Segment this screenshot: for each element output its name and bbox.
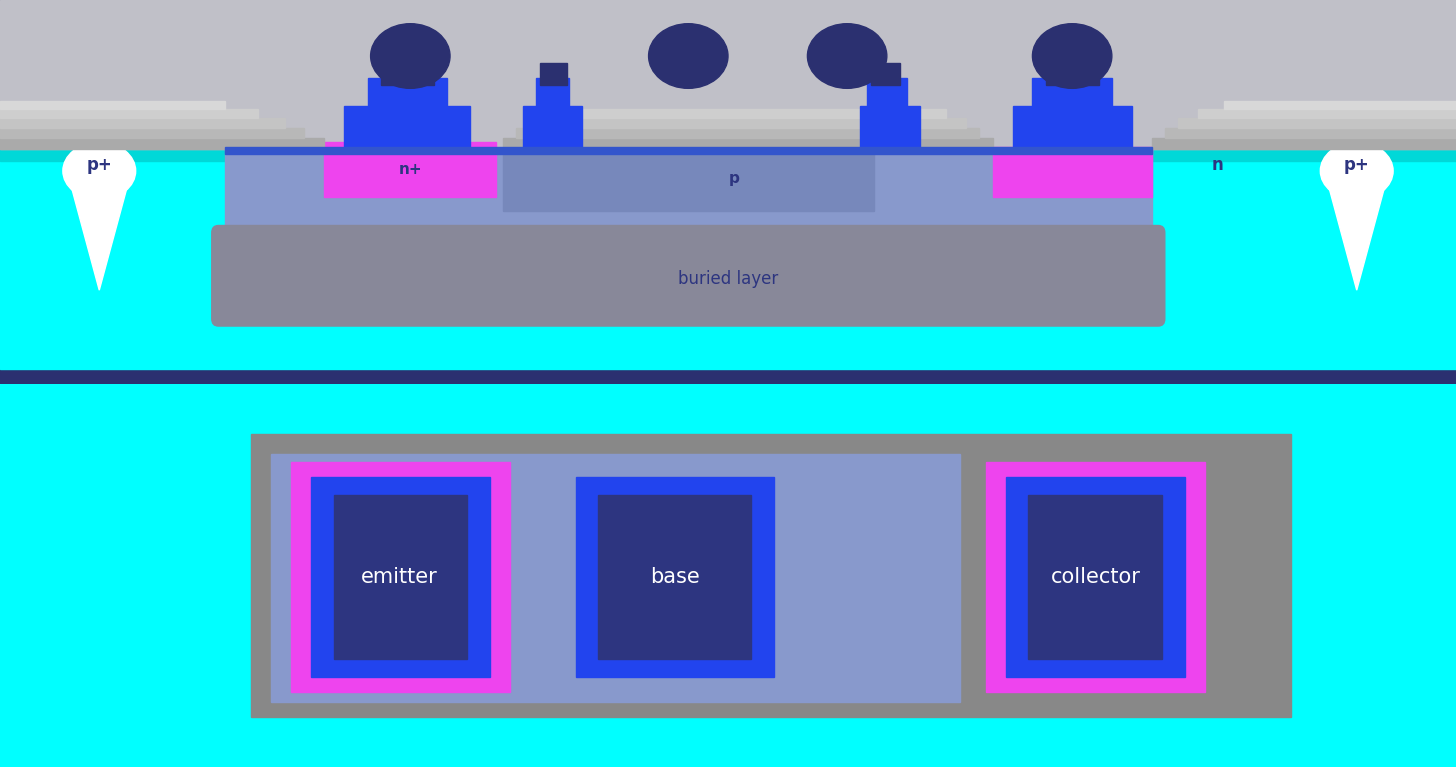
Bar bbox=[530, 118, 967, 128]
Bar bbox=[0, 128, 304, 138]
Bar bbox=[540, 63, 566, 84]
Text: n+: n+ bbox=[399, 162, 422, 177]
Bar bbox=[381, 56, 434, 84]
Bar bbox=[598, 495, 750, 659]
Bar bbox=[517, 128, 980, 138]
Ellipse shape bbox=[63, 142, 135, 199]
Ellipse shape bbox=[371, 24, 450, 88]
Bar bbox=[1028, 495, 1162, 659]
Bar bbox=[325, 142, 496, 197]
Bar bbox=[226, 146, 1152, 153]
Ellipse shape bbox=[1032, 24, 1112, 88]
Bar bbox=[502, 140, 874, 211]
Bar bbox=[291, 462, 510, 692]
Bar bbox=[0, 100, 226, 109]
Text: p: p bbox=[729, 170, 740, 186]
Text: base: base bbox=[651, 567, 700, 587]
Bar bbox=[0, 140, 1456, 161]
Bar bbox=[312, 476, 489, 677]
Text: collector: collector bbox=[1051, 567, 1142, 587]
Text: buried layer: buried layer bbox=[678, 270, 778, 288]
Bar bbox=[368, 77, 447, 107]
Bar bbox=[252, 433, 1290, 717]
Bar bbox=[1012, 107, 1131, 150]
Bar bbox=[523, 107, 582, 150]
Bar bbox=[1032, 77, 1112, 107]
FancyBboxPatch shape bbox=[211, 225, 1165, 326]
Bar bbox=[1045, 56, 1099, 84]
Bar bbox=[986, 462, 1204, 692]
Bar bbox=[0, 0, 1456, 150]
Bar bbox=[860, 107, 920, 150]
Bar bbox=[226, 146, 1152, 240]
Bar bbox=[271, 453, 960, 702]
Polygon shape bbox=[1328, 183, 1386, 290]
Bar bbox=[0, 96, 1456, 369]
Bar bbox=[993, 146, 1152, 197]
Bar bbox=[871, 63, 900, 84]
Ellipse shape bbox=[1321, 142, 1393, 199]
Polygon shape bbox=[70, 183, 128, 290]
Bar bbox=[1198, 109, 1456, 118]
Bar bbox=[333, 495, 467, 659]
Bar bbox=[1152, 138, 1456, 150]
Bar bbox=[1006, 476, 1185, 677]
Bar bbox=[0, 109, 258, 118]
Bar bbox=[866, 77, 907, 107]
Bar bbox=[344, 107, 470, 150]
Text: p+: p+ bbox=[1344, 156, 1370, 174]
Bar bbox=[0, 118, 284, 128]
Bar bbox=[575, 476, 775, 677]
Bar bbox=[536, 77, 569, 107]
Bar bbox=[0, 138, 325, 150]
Bar bbox=[543, 109, 946, 118]
Ellipse shape bbox=[648, 24, 728, 88]
Bar bbox=[1224, 100, 1456, 109]
Text: emitter: emitter bbox=[361, 567, 438, 587]
Bar bbox=[502, 138, 993, 150]
Bar bbox=[1165, 128, 1456, 138]
Bar bbox=[1178, 118, 1456, 128]
Text: n: n bbox=[1211, 156, 1223, 174]
Ellipse shape bbox=[808, 24, 887, 88]
Text: p+: p+ bbox=[86, 156, 112, 174]
